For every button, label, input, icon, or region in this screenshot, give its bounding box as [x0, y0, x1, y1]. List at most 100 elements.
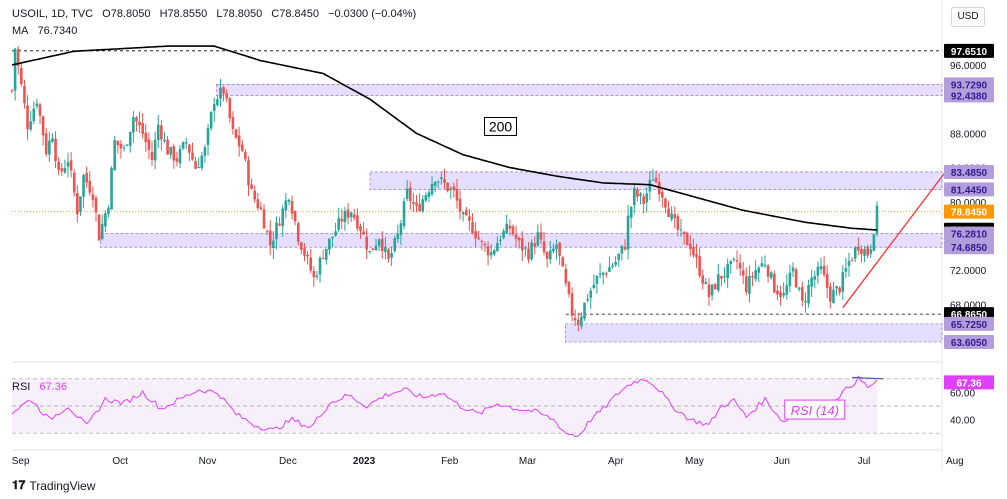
rsi-value: 67.36 [39, 381, 67, 393]
candle-body [564, 268, 568, 284]
candle-body [726, 263, 729, 279]
candle-body [810, 277, 813, 287]
candle-body [483, 243, 487, 246]
candle-body [545, 251, 549, 259]
price-label-box [944, 88, 994, 103]
candle-body [860, 248, 863, 254]
candle-body [324, 248, 328, 260]
candle-body [135, 117, 138, 122]
price-label-box [944, 226, 994, 241]
candle-body [346, 209, 350, 218]
candle-body [745, 276, 748, 293]
moving-average-line [11, 45, 878, 231]
candle-body [272, 240, 275, 249]
price-tick-label: 68.0000 [950, 300, 987, 311]
candle-body [377, 239, 381, 246]
candle-body [147, 139, 151, 150]
candle-body [642, 196, 645, 204]
candle-body [617, 253, 621, 260]
candle-body [841, 272, 845, 292]
candle-body [539, 232, 543, 240]
candle-body [69, 160, 73, 171]
candle-body [396, 233, 400, 240]
price-label-box [944, 204, 994, 219]
candle-body [384, 246, 387, 252]
candlestick-series [10, 45, 879, 332]
candle-body [648, 179, 652, 192]
candle-body [51, 138, 54, 142]
reference-lines [12, 50, 942, 315]
price-label-text: 92.4380 [951, 91, 988, 102]
candle-body [446, 182, 449, 191]
candle-body [228, 98, 232, 119]
time-tick-label: Feb [441, 456, 459, 467]
candle-body [41, 116, 45, 136]
candle-body [256, 199, 260, 209]
candle-body [421, 199, 425, 212]
candle-body [492, 250, 496, 255]
candle-body [598, 273, 602, 275]
candle-body [160, 125, 163, 140]
candle-body [374, 245, 378, 250]
ohlc-close: C78.8450 [271, 8, 320, 20]
candle-body [88, 180, 92, 193]
candle-body [184, 142, 188, 144]
time-tick-label: Jul [858, 456, 871, 467]
candle-body [471, 222, 474, 233]
candle-body [66, 162, 70, 167]
candle-body [486, 246, 490, 256]
currency-button[interactable]: USD [951, 7, 985, 27]
candle-body [782, 293, 785, 296]
time-axis: Sep Oct Nov Dec 2023 Feb Mar Apr May Jun Jul Aug [12, 456, 964, 467]
candle-body [561, 257, 565, 267]
rsi-pane: RSI (14) [11, 375, 942, 438]
candle-body [60, 168, 64, 172]
candle-body [633, 188, 636, 206]
candle-body [604, 273, 608, 275]
candle-body [853, 247, 857, 259]
time-tick-label: Nov [199, 456, 217, 467]
candle-body [511, 226, 515, 235]
candle-body [48, 140, 51, 155]
candle-body [125, 144, 129, 146]
candle-body [639, 193, 642, 197]
candle-body [695, 253, 698, 258]
candle-body [676, 216, 680, 230]
candle-body [533, 243, 537, 247]
candle-body [713, 284, 717, 290]
price-label-text: 66.8650 [951, 310, 988, 321]
candle-body [290, 201, 294, 214]
candle-body [415, 202, 418, 206]
candle-body [458, 198, 462, 212]
candle-body [576, 320, 580, 326]
ohlc-open: O78.8050 [102, 8, 151, 20]
candle-body [530, 242, 533, 260]
price-label-text: 81.4450 [951, 185, 988, 196]
time-tick-label: Apr [608, 456, 624, 467]
candle-body [13, 48, 17, 91]
candle-body [104, 213, 107, 227]
candle-body [499, 239, 502, 241]
candle-body [601, 272, 605, 275]
candle-body [197, 166, 200, 168]
candle-body [797, 287, 801, 290]
candle-body [318, 257, 322, 275]
candle-body [720, 275, 723, 279]
candle-body [863, 248, 866, 256]
candle-body [732, 258, 736, 260]
rsi-value-text: 67.36 [956, 378, 981, 389]
candle-body [424, 195, 428, 201]
candle-body [847, 260, 851, 266]
ma-callout-box [484, 117, 518, 137]
candle-body [555, 244, 558, 250]
candle-body [405, 188, 409, 199]
support-resistance-zones [100, 84, 943, 343]
candle-body [449, 188, 453, 191]
candle-body [496, 243, 499, 252]
candle-body [748, 276, 751, 294]
candle-body [63, 167, 67, 173]
tradingview-brand[interactable]: 𝟏𝟕 TradingView [12, 478, 95, 493]
candle-body [583, 302, 586, 319]
candle-body [430, 184, 434, 195]
